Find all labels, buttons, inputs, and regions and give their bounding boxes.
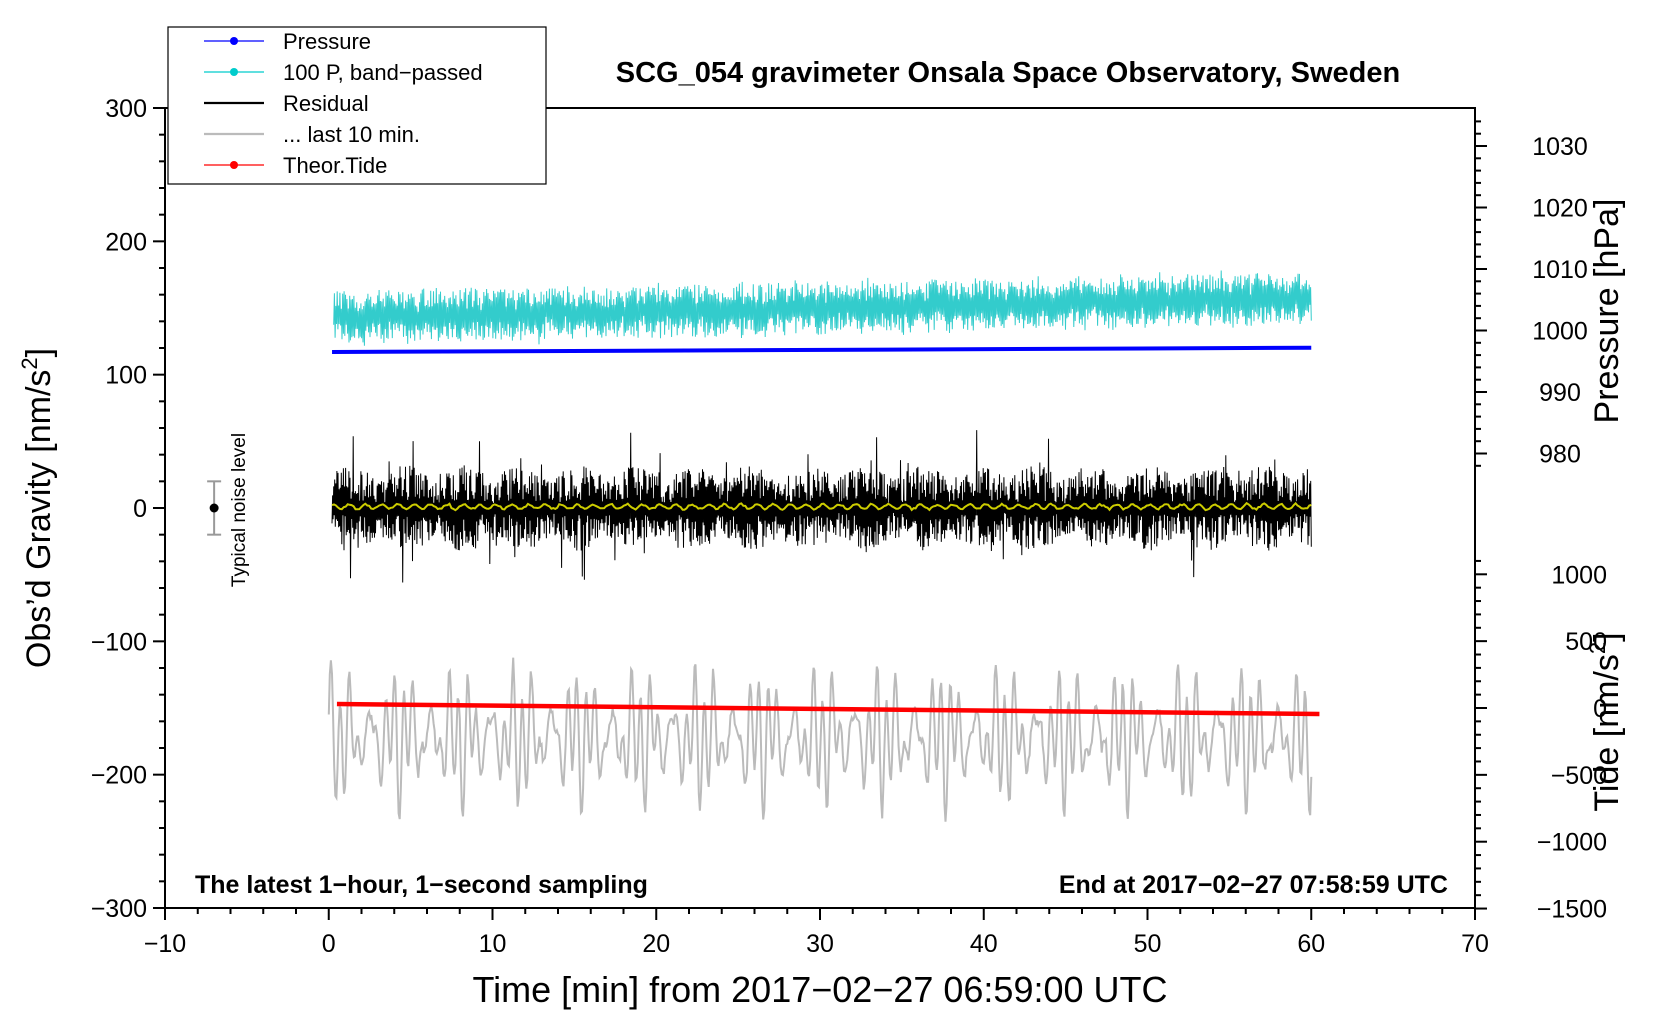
annotation-end-time: End at 2017−02−27 07:58:59 UTC — [1059, 871, 1448, 899]
tide-tick-label: 0 — [1593, 695, 1607, 723]
tide-tick-label: −1500 — [1537, 896, 1607, 924]
x-tick-label: 50 — [1134, 930, 1162, 958]
legend-entry: ... last 10 min. — [204, 122, 420, 147]
chart-title: SCG_054 gravimeter Onsala Space Observat… — [616, 57, 1400, 89]
tide-tick-label: 1000 — [1551, 561, 1607, 589]
series-pressure — [332, 345, 1312, 355]
tide-axis-ticks: 1000 500 0 −500 −1000 −1500 — [1475, 559, 1607, 924]
x-axis-ticks: −10 0 10 20 30 40 50 60 70 — [144, 908, 1489, 958]
tide-axis-label-main: Tide [nm/s — [1588, 654, 1626, 811]
series-smoothed-residual — [331, 501, 1312, 512]
y-tick-label: −200 — [91, 762, 147, 790]
noise-indicator: Typical noise level — [207, 433, 250, 587]
legend-entry: Residual — [204, 91, 369, 116]
left-axis-label-close: ] — [20, 348, 58, 357]
pressure-tick-label: 1030 — [1532, 133, 1588, 161]
y-tick-label: 100 — [105, 362, 147, 390]
pressure-tick-label: 1010 — [1532, 256, 1588, 284]
x-tick-label: −10 — [144, 930, 186, 958]
legend-entry: Theor.Tide — [204, 153, 387, 178]
legend-entry: Pressure — [204, 29, 371, 54]
legend-label: 100 P, band−passed — [283, 60, 483, 85]
pressure-tick-label: 990 — [1539, 379, 1581, 407]
y-tick-label: 0 — [133, 495, 147, 523]
pressure-tick-label: 1000 — [1532, 318, 1588, 346]
tide-tick-label: −500 — [1551, 762, 1607, 790]
y-tick-label: −300 — [91, 895, 147, 923]
noise-center-dot — [209, 503, 219, 513]
legend-entry: 100 P, band−passed — [204, 60, 483, 85]
x-tick-label: 60 — [1297, 930, 1325, 958]
legend: Pressure 100 P, band−passed Residual ... la… — [167, 26, 547, 185]
x-tick-label: 20 — [642, 930, 670, 958]
left-axis-ticks: 300 200 100 0 −100 −200 −300 — [91, 95, 165, 923]
legend-label: ... last 10 min. — [283, 122, 420, 147]
legend-label: Theor.Tide — [283, 153, 387, 178]
tide-axis-label-close: ] — [1588, 632, 1626, 641]
tide-axis-label-sup: 2 — [1585, 642, 1610, 654]
x-axis-label: Time [min] from 2017−02−27 06:59:00 UTC — [472, 969, 1167, 1010]
left-axis-label: Obs’d Gravity [nm/s2] — [17, 348, 58, 668]
y-tick-label: 300 — [105, 95, 147, 123]
series-last-10-min — [327, 657, 1313, 822]
tide-tick-label: −1000 — [1537, 829, 1607, 857]
y-tick-label: −100 — [91, 628, 147, 656]
x-tick-label: 40 — [970, 930, 998, 958]
series-layer — [327, 270, 1320, 822]
pressure-axis-ticks: 1030 1020 1010 1000 990 980 — [1475, 120, 1588, 469]
pressure-tick-label: 980 — [1539, 441, 1581, 469]
legend-marker — [230, 37, 238, 45]
x-tick-label: 30 — [806, 930, 834, 958]
tide-axis-label: Tide [nm/s2] — [1585, 632, 1626, 811]
legend-label: Pressure — [283, 29, 371, 54]
legend-box — [167, 26, 547, 185]
x-tick-label: 70 — [1461, 930, 1489, 958]
left-axis-label-sup: 2 — [17, 357, 42, 369]
series-theoretical-tide — [336, 701, 1320, 717]
legend-label: Residual — [283, 91, 369, 116]
left-axis-label-main: Obs’d Gravity [nm/s — [20, 370, 58, 669]
tide-tick-label: 500 — [1565, 628, 1607, 656]
series-band-passed — [333, 270, 1312, 346]
legend-marker — [230, 68, 238, 76]
annotation-sampling: The latest 1−hour, 1−second sampling — [195, 871, 648, 899]
x-tick-label: 10 — [479, 930, 507, 958]
pressure-tick-label: 1020 — [1532, 195, 1588, 223]
y-tick-label: 200 — [105, 228, 147, 256]
series-residual — [331, 430, 1312, 583]
noise-level-label: Typical noise level — [229, 433, 250, 587]
x-tick-label: 0 — [322, 930, 336, 958]
pressure-axis-label: Pressure [hPa] — [1588, 199, 1626, 424]
legend-marker — [230, 161, 238, 169]
